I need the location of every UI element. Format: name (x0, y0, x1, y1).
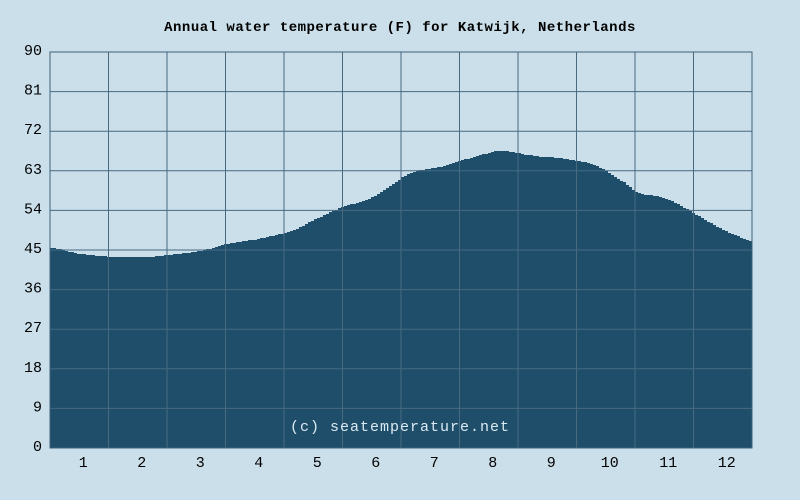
x-tick-label: 5 (313, 455, 322, 472)
x-tick-label: 4 (254, 455, 263, 472)
x-tick-label: 3 (196, 455, 205, 472)
x-tick-label: 6 (371, 455, 380, 472)
y-tick-label: 0 (33, 439, 42, 456)
x-tick-label: 1 (79, 455, 88, 472)
y-tick-label: 90 (24, 43, 42, 60)
y-tick-label: 36 (24, 281, 42, 298)
x-tick-label: 12 (718, 455, 736, 472)
y-tick-label: 45 (24, 241, 42, 258)
y-tick-label: 9 (33, 399, 42, 416)
x-tick-label: 11 (659, 455, 677, 472)
y-tick-label: 72 (24, 122, 42, 139)
y-tick-label: 63 (24, 162, 42, 179)
y-tick-label: 81 (24, 83, 42, 100)
x-tick-label: 10 (601, 455, 619, 472)
y-tick-label: 27 (24, 320, 42, 337)
plot-border (49, 51, 753, 449)
y-tick-label: 18 (24, 360, 42, 377)
y-tick-label: 54 (24, 201, 42, 218)
x-tick-label: 8 (488, 455, 497, 472)
x-tick-label: 7 (430, 455, 439, 472)
x-tick-label: 9 (547, 455, 556, 472)
chart-title: Annual water temperature (F) for Katwijk… (164, 20, 636, 36)
x-tick-label: 2 (137, 455, 146, 472)
watermark: (c) seatemperature.net (289, 419, 511, 436)
